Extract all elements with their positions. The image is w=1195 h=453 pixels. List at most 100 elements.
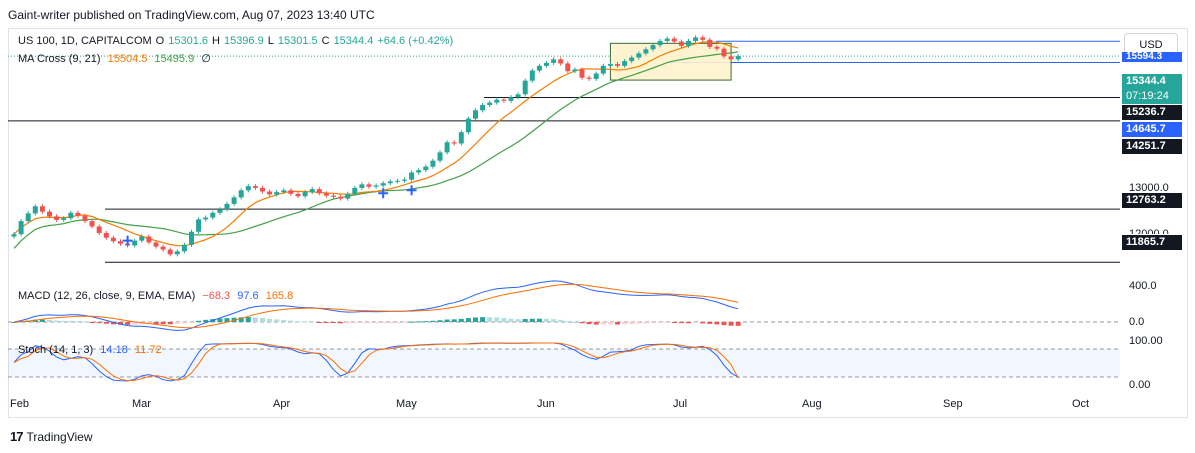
macd-histogram-bar	[132, 322, 138, 325]
level-label-2: 14645.7	[1122, 122, 1182, 137]
candle-body	[288, 190, 294, 194]
candle-body	[323, 193, 329, 196]
candle	[636, 51, 642, 60]
candle	[274, 190, 280, 197]
candle-body	[593, 73, 599, 79]
macd-histogram-bar	[189, 322, 194, 323]
candle	[700, 35, 706, 42]
macd-histogram-bar	[693, 322, 699, 324]
candle	[132, 238, 138, 248]
candle-body	[196, 219, 202, 232]
macd-hist-value: −68.3	[202, 290, 231, 302]
candle	[260, 185, 265, 194]
candle-body	[203, 217, 209, 220]
macd-histogram-bar	[238, 317, 244, 322]
candle-body	[458, 132, 464, 144]
macd-histogram-bar	[245, 317, 251, 322]
macd-histogram-bar	[125, 322, 131, 325]
month-label: Feb	[10, 398, 29, 410]
candle	[536, 63, 542, 73]
open-value: 15301.6	[168, 35, 208, 47]
candle-body	[678, 41, 684, 46]
horizontal-levels	[8, 40, 1120, 263]
macd-histogram-bar	[423, 321, 429, 323]
candle-body	[260, 187, 265, 192]
candle-body	[373, 185, 379, 187]
candle	[146, 234, 152, 245]
candle-body	[338, 196, 344, 199]
candle	[629, 55, 635, 64]
macd-legend: MACD (12, 26, close, 9, EMA, EMA) −68.3 …	[18, 290, 297, 302]
candle	[529, 68, 535, 83]
macd-name: MACD (12, 26, close, 9, EMA, EMA)	[18, 290, 196, 302]
candle	[68, 210, 74, 221]
candle	[579, 67, 585, 80]
candle-body	[181, 244, 187, 252]
candle-body	[110, 237, 116, 242]
candle	[181, 242, 187, 254]
tradingview-logo[interactable]: 17 TradingView	[10, 429, 93, 444]
macd-histogram-bar	[636, 322, 642, 324]
candle-body	[607, 64, 613, 66]
candle	[735, 54, 741, 62]
macd-histogram-bar	[721, 322, 727, 326]
ma-legend: MA Cross (9, 21) 15504.5 15495.9 ∅	[18, 52, 215, 65]
tick-13000: 13000.0	[1129, 182, 1169, 194]
candle	[18, 219, 24, 237]
candle-body	[82, 215, 88, 222]
candle	[721, 46, 727, 59]
macd-histogram-bar	[416, 321, 422, 323]
candle-body	[558, 59, 564, 64]
fast-ma-line	[13, 41, 739, 247]
candle-body	[657, 40, 663, 46]
stoch-pane	[13, 342, 739, 382]
macd-histogram-bar	[295, 321, 301, 323]
candle-body	[615, 64, 620, 66]
currency-button[interactable]: USD	[1124, 33, 1178, 55]
candle-body	[345, 193, 351, 199]
macd-histogram-bar	[352, 322, 358, 323]
candle	[352, 185, 358, 196]
macd-histogram-bar	[465, 318, 471, 322]
macd-histogram-bar	[61, 320, 67, 322]
slow-ma-line	[13, 51, 739, 249]
candle-body	[636, 53, 642, 58]
macd-histogram-bar	[515, 319, 521, 322]
stoch-band-fill	[8, 349, 1120, 377]
candle-body	[430, 160, 436, 167]
candle-body	[160, 246, 166, 250]
candle	[189, 229, 194, 247]
macd-histogram-bar	[302, 321, 308, 323]
candle-body	[643, 49, 649, 54]
candle	[430, 158, 436, 169]
macd-axis-top: 400.0	[1129, 280, 1157, 292]
macd-histogram-bar	[82, 321, 88, 323]
macd-histogram-bar	[217, 318, 223, 322]
stoch-axis-bottom: 0.00	[1129, 379, 1151, 391]
candle-body	[267, 191, 273, 195]
macd-histogram-bar	[458, 318, 464, 322]
month-label: Jul	[673, 398, 688, 410]
candle-body	[444, 142, 450, 153]
candle-body	[245, 186, 251, 191]
candle	[522, 78, 528, 97]
candle	[25, 211, 31, 224]
candle-body	[47, 211, 52, 217]
macd-histogram-bar	[501, 318, 507, 322]
candle-body	[451, 142, 457, 144]
candle-body	[281, 190, 287, 193]
macd-histogram-bar	[451, 319, 457, 322]
macd-histogram-bar	[593, 322, 599, 325]
candle-body	[352, 187, 358, 194]
candle-body	[707, 39, 713, 47]
candle-body	[394, 180, 400, 182]
candle-body	[366, 184, 372, 187]
macd-histogram-bar	[714, 322, 720, 325]
macd-histogram-bar	[529, 318, 535, 322]
macd-histogram-bar	[686, 322, 691, 324]
level-label-3: 14251.7	[1122, 139, 1182, 154]
macd-histogram-bar	[565, 321, 571, 323]
macd-histogram-bar	[522, 319, 528, 322]
macd-histogram-bar	[75, 321, 81, 323]
